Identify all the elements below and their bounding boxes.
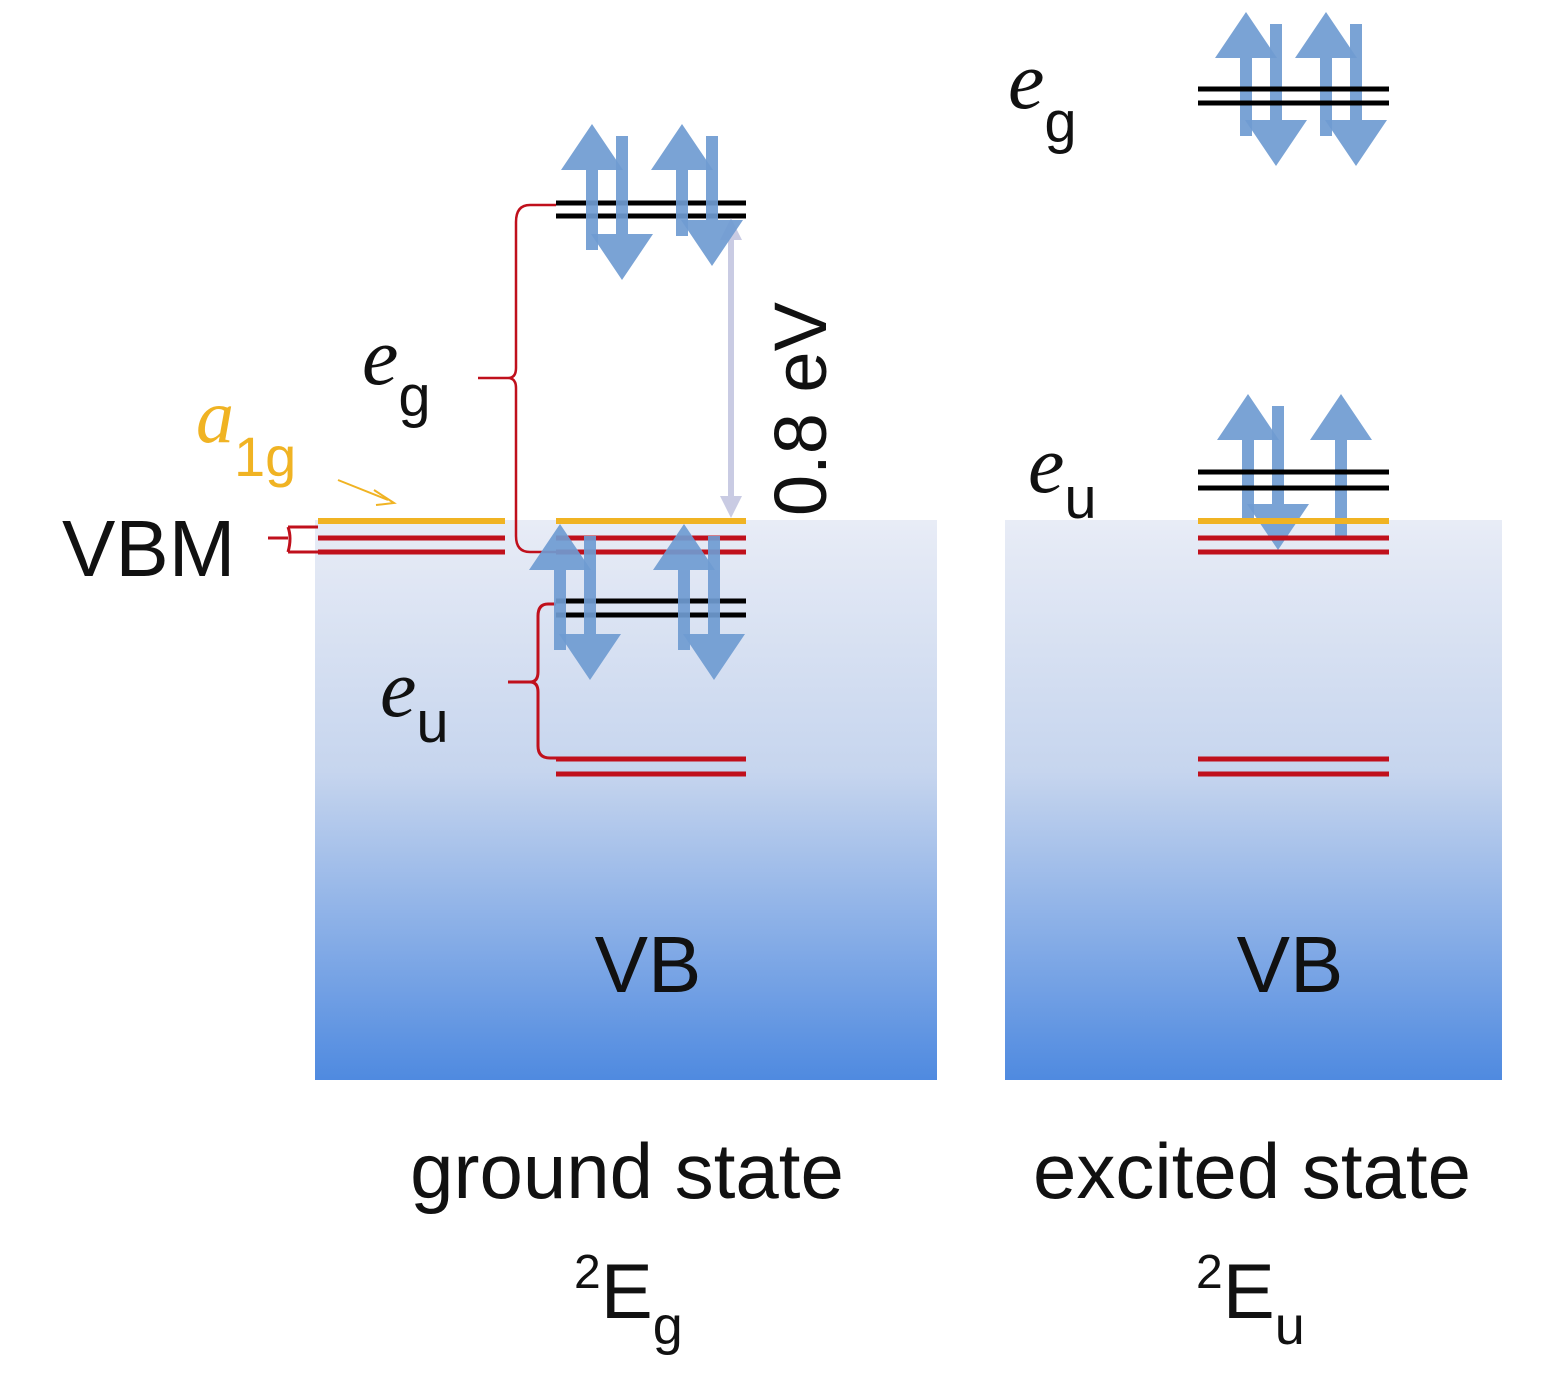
ground-deep-levels [556, 756, 746, 777]
ground-eg-main: e [362, 311, 398, 402]
excited-eg-label: eg [1008, 35, 1077, 155]
excited-eu-main: e [1028, 419, 1064, 510]
vbm-levels [268, 518, 505, 555]
ground-eg-b-spin-down-arrow [681, 136, 743, 266]
ground-eu-a-spin-down-arrow [559, 536, 621, 680]
ground-eu-a-spin-up-arrow [529, 524, 591, 650]
excited-term-sub: u [1275, 1296, 1305, 1356]
excited-eu-label: eu [1028, 419, 1097, 531]
vbm-bracket [268, 525, 318, 554]
excited-vbm-levels [1198, 518, 1389, 555]
ground-term-sup: 2 [574, 1246, 601, 1299]
a1g-main: a [196, 375, 234, 459]
excited-eg-levels [1198, 86, 1389, 106]
spin-arrows [529, 12, 1387, 680]
ground-eu-sub: u [416, 690, 448, 755]
excited-eu-a-spin-up-arrow [1217, 394, 1279, 520]
excited-eg-a-spin-down-arrow [1245, 24, 1307, 166]
eg-brace [478, 203, 556, 554]
excited-caption: excited state [1033, 1127, 1471, 1215]
excited-eg-b-spin-down-arrow [1325, 24, 1387, 166]
ground-term-symbol: 2Eg [574, 1246, 683, 1356]
ground-term-main: E [601, 1247, 653, 1335]
excited-eu-sub: u [1064, 466, 1096, 531]
vbm-label: VBM [62, 504, 235, 593]
excited-eu-single-spin-up-arrow [1310, 394, 1372, 540]
excited-eu-a-spin-down-arrow [1247, 406, 1309, 550]
ground-eg-sub: g [398, 364, 430, 429]
gap-arrow [720, 218, 742, 518]
vb-label-ground: VB [595, 920, 702, 1009]
excited-eg-main: e [1008, 35, 1044, 126]
excited-term-symbol: 2Eu [1196, 1246, 1305, 1356]
excited-deep-levels [1198, 756, 1389, 777]
ground-eu-b-spin-down-arrow [683, 536, 745, 680]
vb-block-excited [1005, 520, 1502, 1080]
ground-term-sub: g [653, 1296, 683, 1356]
excited-eg-a-spin-up-arrow [1215, 12, 1277, 136]
excited-eg-sub: g [1044, 90, 1076, 155]
gap-label: 0.8 eV [759, 301, 842, 516]
excited-term-main: E [1223, 1247, 1275, 1335]
a1g-label: a1g [196, 375, 296, 488]
ground-eu-b-spin-up-arrow [653, 524, 715, 650]
ground-eu-main: e [380, 643, 416, 734]
ground-caption: ground state [410, 1127, 844, 1215]
a1g-sub: 1g [234, 425, 296, 488]
ground-eg-b-spin-up-arrow [651, 124, 713, 236]
excited-eg-b-spin-up-arrow [1295, 12, 1357, 136]
ground-eu-label: eu [380, 643, 449, 755]
a1g-pointer [337, 479, 397, 506]
ground-eg-a-spin-down-arrow [591, 136, 653, 280]
ground-eg-label: eg [362, 311, 431, 429]
excited-term-sup: 2 [1196, 1246, 1223, 1299]
excited-eu-levels [1198, 469, 1389, 491]
ground-eg-a-spin-up-arrow [561, 124, 623, 250]
eu-brace [508, 602, 556, 760]
vb-label-excited: VB [1237, 920, 1344, 1009]
